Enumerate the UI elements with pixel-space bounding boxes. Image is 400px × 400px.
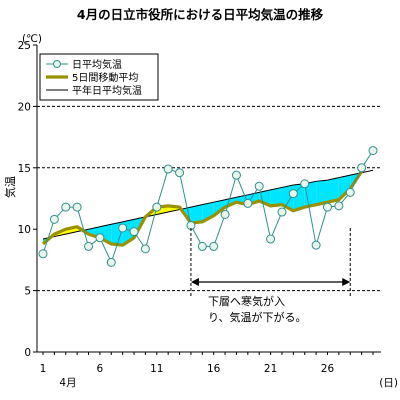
y-axis-label: 気温 — [3, 176, 17, 198]
annotation-arrow-right-head — [342, 278, 351, 286]
daily-point-25 — [311, 240, 321, 250]
daily-point-29 — [357, 163, 367, 173]
daily-point-26 — [322, 202, 332, 212]
daily-point-2 — [49, 214, 59, 224]
legend-label-1: 日平均気温 — [72, 58, 122, 71]
grid-lines — [37, 105, 381, 292]
y-unit-label: (℃) — [22, 33, 42, 45]
daily-point-27 — [334, 201, 344, 211]
daily-point-10 — [140, 244, 150, 254]
x-tick-label-6: 6 — [97, 363, 104, 375]
daily-markers — [38, 146, 378, 267]
annotation-arrow-left-head — [190, 278, 199, 286]
daily-point-5 — [84, 241, 94, 251]
chart-title: 4月の日立市役所における日平均気温の推移 — [77, 7, 324, 22]
daily-point-22 — [277, 207, 287, 217]
legend-label-2: 5日間移動平均 — [72, 71, 138, 84]
x-tick-label-1: 1 — [40, 363, 47, 375]
daily-point-7 — [106, 257, 116, 267]
daily-point-21 — [266, 234, 276, 244]
daily-point-24 — [300, 179, 310, 189]
legend-label-3: 平年日平均気温 — [72, 84, 142, 97]
fill-below-13-0 — [190, 204, 203, 224]
fill-below-24-0 — [316, 180, 328, 205]
daily-point-3 — [61, 202, 71, 212]
legend-daily-marker — [53, 60, 61, 68]
daily-point-18 — [231, 170, 241, 180]
daily-point-13 — [175, 168, 185, 178]
x-unit-label: (日) — [379, 377, 398, 389]
x-tick-label-21: 21 — [264, 363, 277, 375]
y-tick-label-25: 25 — [18, 40, 31, 52]
daily-point-23 — [288, 189, 298, 199]
daily-point-6 — [95, 233, 105, 243]
daily-point-19 — [243, 198, 253, 208]
normal-temperature-line — [42, 169, 374, 240]
month-label: 4月 — [59, 377, 76, 389]
daily-point-16 — [209, 241, 219, 251]
daily-point-20 — [254, 181, 264, 191]
daily-point-28 — [345, 187, 355, 197]
daily-point-4 — [72, 202, 82, 212]
daily-point-9 — [129, 227, 139, 237]
fill-below-26-0 — [338, 175, 351, 200]
daily-point-15 — [197, 241, 207, 251]
fill-below-25-0 — [327, 177, 339, 203]
annotation-text-line-2: り、気温が下がる。 — [208, 310, 307, 324]
annotation-text-line-1: 下層へ寒気が入 — [208, 294, 285, 308]
daily-point-17 — [220, 209, 230, 219]
daily-point-30 — [368, 146, 378, 156]
y-tick-label-10: 10 — [18, 224, 31, 236]
daily-point-1 — [38, 249, 48, 259]
x-tick-label-16: 16 — [207, 363, 221, 375]
x-tick-label-26: 26 — [321, 363, 335, 375]
y-tick-label-5: 5 — [24, 286, 31, 298]
daily-point-11 — [152, 202, 162, 212]
y-tick-label-20: 20 — [18, 101, 31, 113]
normal-deviation-fill — [43, 171, 362, 246]
x-tick-label-11: 11 — [150, 363, 163, 375]
daily-point-12 — [163, 164, 173, 174]
y-tick-label-15: 15 — [18, 163, 31, 175]
fill-below-20-0 — [270, 187, 282, 206]
y-tick-label-0: 0 — [24, 347, 31, 359]
daily-point-8 — [118, 223, 128, 233]
